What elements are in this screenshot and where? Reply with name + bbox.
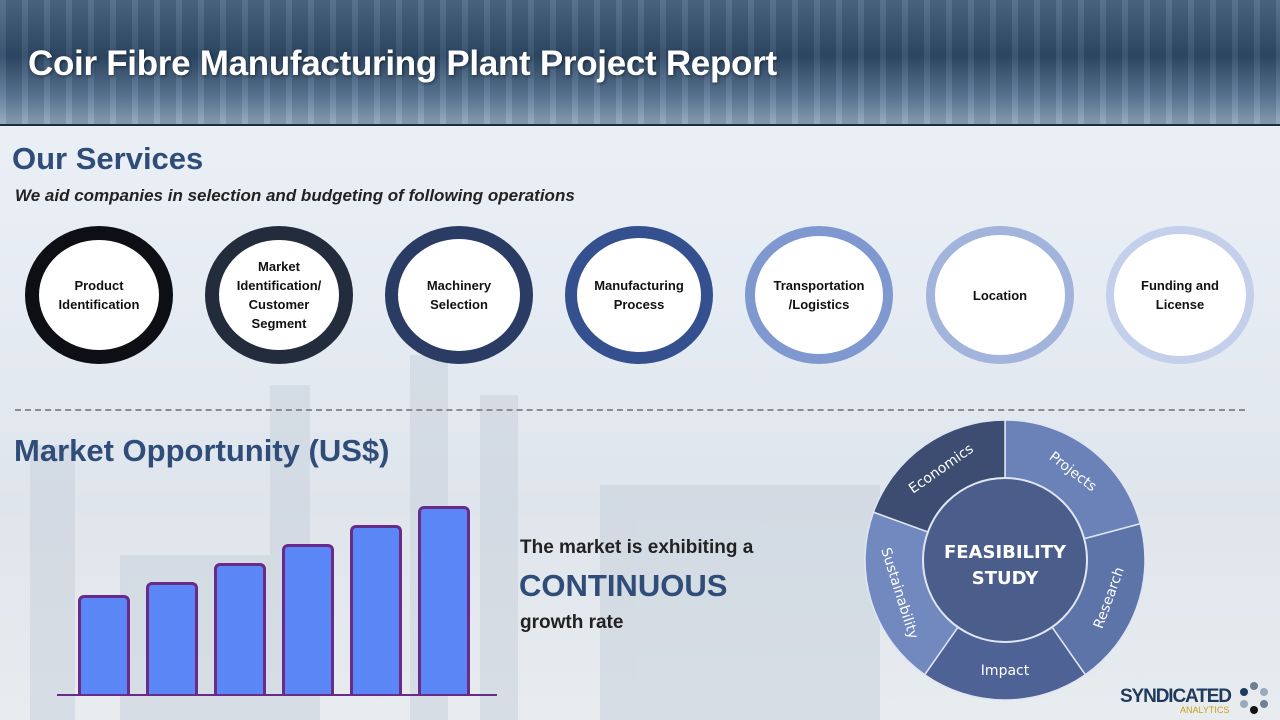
market-heading: Market Opportunity (US$) [14,433,390,468]
service-label: Transportation /Logistics [773,278,865,312]
wheel-center [922,477,1088,643]
service-item: Product Identification [25,226,173,364]
service-item: Machinery Selection [385,226,533,364]
service-label: Funding and License [1141,278,1219,312]
section-divider [15,409,1245,411]
services-heading: Our Services [12,141,204,176]
service-item: Location [926,226,1074,364]
service-label: Location [972,287,1028,303]
logo-subtext: ANALYTICS [1180,705,1229,715]
wheel-center-label: STUDY [972,568,1039,589]
market-text-line1: The market is exhibiting a [520,537,754,558]
service-item: Manufacturing Process [565,226,713,364]
header-banner: Coir Fibre Manufacturing Plant Project R… [0,0,1280,126]
chart-bar [78,594,130,695]
service-label: Machinery Selection [426,278,492,312]
logo-text: SYNDICATED [1120,686,1232,707]
market-text-emphasis: CONTINUOUS [519,568,728,603]
service-label: Manufacturing Process [594,278,684,312]
wheel-segment-label: Impact [981,663,1030,679]
chart-bar [418,506,470,695]
page-title: Coir Fibre Manufacturing Plant Project R… [28,44,777,83]
market-text-line3: growth rate [520,612,624,633]
chart-bar [282,543,334,695]
chart-bar [214,562,266,695]
chart-bar [350,524,402,695]
service-label: Product Identification [58,278,140,312]
feasibility-wheel: ProjectsResearchImpactSustainabilityEcon… [864,419,1146,701]
service-item: Market Identification/ Customer Segment [205,226,353,364]
services-subtitle: We aid companies in selection and budget… [15,186,575,205]
chart-bar [146,581,198,695]
chart-axis [57,694,497,696]
syndicated-analytics-logo: SYNDICATED ANALYTICS [1120,682,1268,715]
wheel-center-label: FEASIBILITY [944,542,1067,563]
service-item: Transportation /Logistics [745,226,893,364]
service-item: Funding and License [1106,226,1254,364]
service-label: Market Identification/ Customer Segment [236,259,322,331]
logo-circles-icon [1240,682,1268,714]
